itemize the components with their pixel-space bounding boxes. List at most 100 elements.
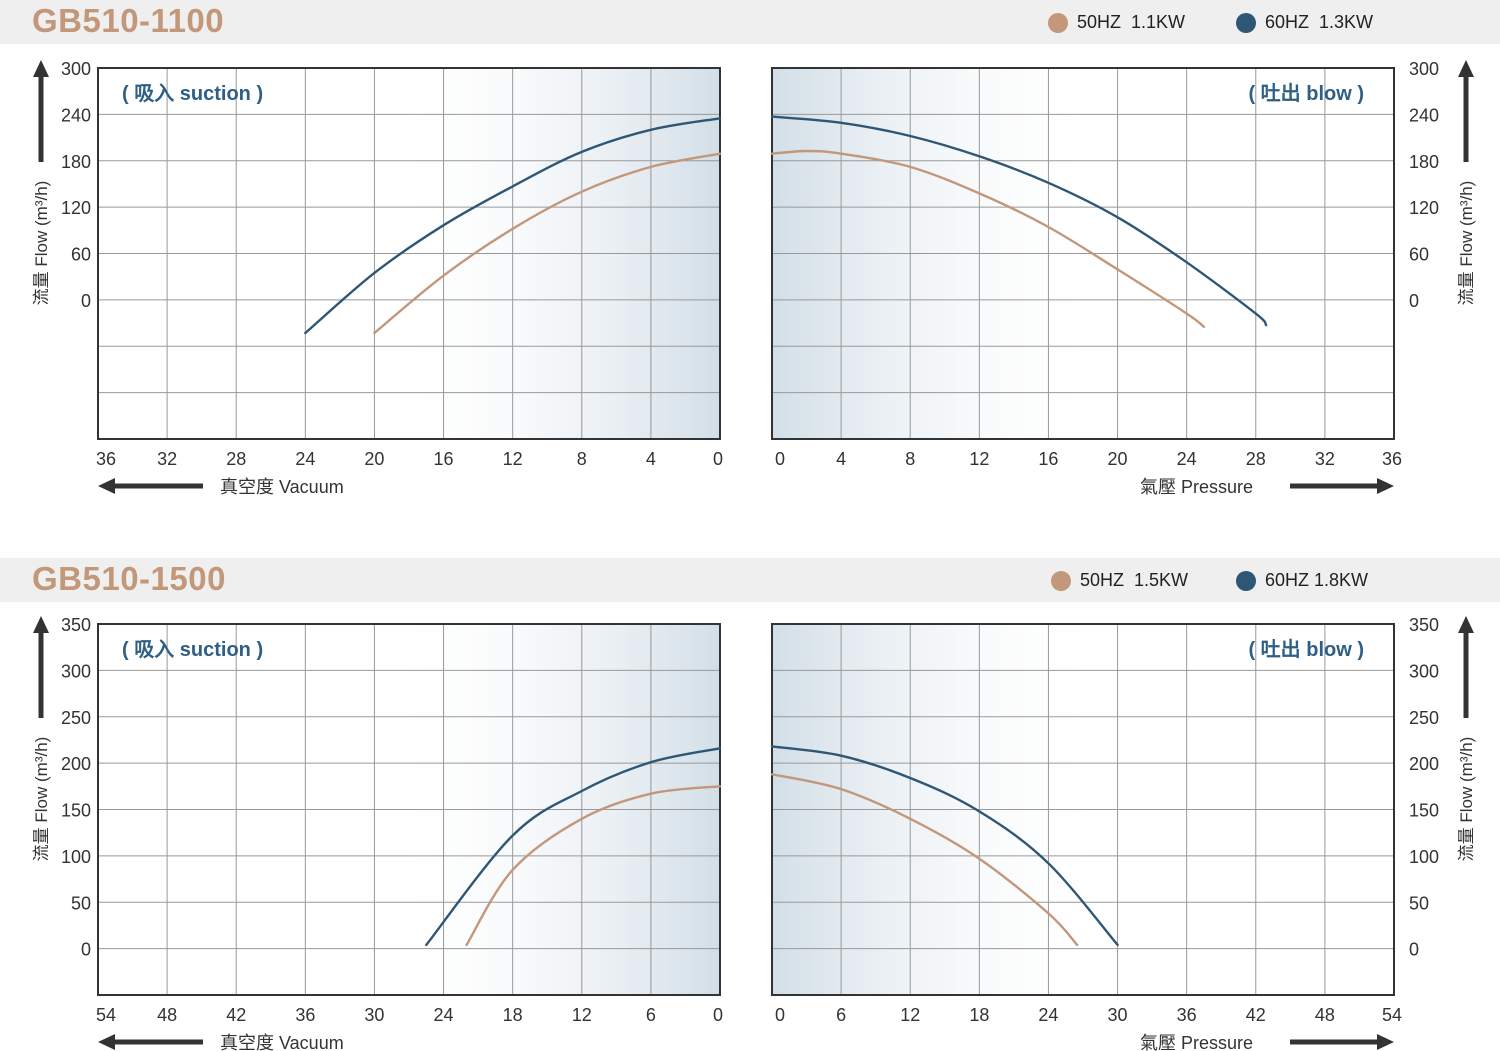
- x-tick-label: 0: [775, 449, 785, 469]
- axis-arrow-icon: [98, 478, 203, 494]
- series-line-60hz: [770, 745, 1119, 947]
- header-bar-2: GB510-1500 50HZ 1.5KW 60HZ 1.8KW: [0, 558, 1500, 602]
- axis-arrow-icon: [33, 60, 49, 162]
- x-tick-label: 4: [836, 449, 846, 469]
- y-tick-label-left: 120: [61, 198, 91, 218]
- x-axis-label: 氣壓 Pressure: [1140, 1033, 1253, 1051]
- x-tick-label: 42: [1246, 1005, 1266, 1025]
- y-axis-label-right: 流量 Flow (m³/h): [1457, 181, 1476, 306]
- y-axis-label-right: 流量 Flow (m³/h): [1457, 737, 1476, 862]
- x-tick-label: 24: [1177, 449, 1197, 469]
- legend-label-60hz: 60HZ 1.3KW: [1265, 12, 1374, 32]
- axis-arrow-icon: [1290, 478, 1394, 494]
- panel-tag-suction: ( 吸入 suction ): [122, 638, 263, 661]
- y-tick-label-right: 0: [1409, 291, 1419, 311]
- legend-item-50hz-1: 50HZ 1.1KW: [1048, 12, 1185, 33]
- y-tick-label-left: 350: [61, 615, 91, 635]
- y-tick-label-left: 240: [61, 105, 91, 125]
- y-tick-label-left: 200: [61, 754, 91, 774]
- x-axis-label: 氣壓 Pressure: [1140, 477, 1253, 497]
- y-tick-label-left: 300: [61, 661, 91, 681]
- x-tick-label: 30: [1108, 1005, 1128, 1025]
- x-tick-label: 0: [713, 449, 723, 469]
- x-axis-label: 真空度 Vacuum: [220, 1033, 344, 1051]
- y-tick-label-right: 150: [1409, 801, 1439, 821]
- series-line-50hz: [770, 149, 1206, 328]
- y-tick-label-right: 120: [1409, 198, 1439, 218]
- x-tick-label: 42: [226, 1005, 246, 1025]
- axis-arrow-icon: [33, 616, 49, 718]
- x-tick-label: 0: [713, 1005, 723, 1025]
- y-tick-label-right: 300: [1409, 59, 1439, 79]
- series-line-60hz: [770, 115, 1268, 327]
- y-tick-label-right: 100: [1409, 847, 1439, 867]
- plot-frame: [771, 623, 1395, 996]
- x-tick-label: 18: [969, 1005, 989, 1025]
- x-tick-label: 28: [1246, 449, 1266, 469]
- x-tick-label: 24: [295, 449, 315, 469]
- y-tick-label-left: 0: [81, 940, 91, 960]
- y-tick-label-left: 180: [61, 152, 91, 172]
- y-tick-label-right: 50: [1409, 893, 1429, 913]
- x-tick-label: 16: [1038, 449, 1058, 469]
- header-bar-1: GB510-1100 50HZ 1.1KW 60HZ 1.3KW: [0, 0, 1500, 44]
- chart-panel-suction-2: 54 48 42 36 30 24 18 12 6 0 ( 吸入 suction ) 真空度 Vacu…: [96, 623, 723, 1051]
- legend-dot-50hz-icon: [1051, 570, 1071, 591]
- panel-tag-blow: ( 吐出 blow ): [1248, 638, 1364, 661]
- x-tick-label: 48: [157, 1005, 177, 1025]
- x-tick-label: 24: [1038, 1005, 1058, 1025]
- y-tick-label-left: 250: [61, 708, 91, 728]
- y-tick-label-right: 60: [1409, 245, 1429, 265]
- plot-frame: [97, 623, 721, 996]
- x-tick-label: 32: [1315, 449, 1335, 469]
- y-tick-label-left: 300: [61, 59, 91, 79]
- legend-dot-60hz-icon: [1236, 12, 1256, 33]
- legend-item-60hz-2: 60HZ 1.8KW: [1236, 570, 1368, 591]
- x-tick-label: 48: [1315, 1005, 1335, 1025]
- y-tick-label-left: 50: [71, 893, 91, 913]
- axis-arrow-icon: [1458, 616, 1474, 718]
- y-tick-label-left: 100: [61, 847, 91, 867]
- chart-panel-blow-2: 0 6 12 18 24 30 36 42 48 54 ( 吐出 blow ) 氣壓 Pressure: [770, 623, 1402, 1051]
- legend-item-60hz-1: 60HZ 1.3KW: [1236, 12, 1373, 33]
- series-line-50hz: [465, 785, 722, 947]
- axis-arrow-icon: [98, 1034, 203, 1050]
- x-tick-label: 6: [646, 1005, 656, 1025]
- y-tick-label-left: 60: [71, 245, 91, 265]
- y-tick-label-right: 240: [1409, 105, 1439, 125]
- x-tick-label: 54: [1382, 1005, 1402, 1025]
- x-tick-label: 6: [836, 1005, 846, 1025]
- axis-arrow-icon: [1290, 1034, 1394, 1050]
- model-title-2: GB510-1500: [32, 560, 226, 597]
- x-tick-label: 4: [646, 449, 656, 469]
- legend-label-50hz: 50HZ 1.5KW: [1080, 570, 1189, 590]
- panel-tag-blow: ( 吐出 blow ): [1248, 82, 1364, 105]
- x-tick-label: 12: [572, 1005, 592, 1025]
- panel-tag-suction: ( 吸入 suction ): [122, 82, 263, 105]
- y-tick-label-right: 250: [1409, 708, 1439, 728]
- x-axis-label: 真空度 Vacuum: [220, 477, 344, 497]
- x-tick-label: 20: [1108, 449, 1128, 469]
- model-title-1: GB510-1100: [32, 2, 225, 39]
- y-tick-label-left: 150: [61, 801, 91, 821]
- y-tick-label-right: 350: [1409, 615, 1439, 635]
- x-tick-label: 32: [157, 449, 177, 469]
- y-axis-label-left: 流量 Flow (m³/h): [32, 737, 51, 862]
- plot-frame: [97, 67, 721, 440]
- x-tick-label: 36: [295, 1005, 315, 1025]
- axis-arrow-icon: [1458, 60, 1474, 162]
- legend-label-50hz: 50HZ 1.1KW: [1077, 12, 1186, 32]
- x-tick-label: 36: [1177, 1005, 1197, 1025]
- x-tick-label: 54: [96, 1005, 116, 1025]
- x-tick-label: 12: [969, 449, 989, 469]
- y-tick-label-right: 0: [1409, 940, 1419, 960]
- series-line-60hz: [425, 747, 722, 947]
- x-tick-label: 12: [503, 449, 523, 469]
- plot-frame: [771, 67, 1395, 440]
- legend-dot-50hz-icon: [1048, 12, 1068, 33]
- x-tick-label: 36: [96, 449, 116, 469]
- x-tick-label: 18: [503, 1005, 523, 1025]
- legend-item-50hz-2: 50HZ 1.5KW: [1051, 570, 1188, 591]
- legend-label-60hz: 60HZ 1.8KW: [1265, 570, 1369, 590]
